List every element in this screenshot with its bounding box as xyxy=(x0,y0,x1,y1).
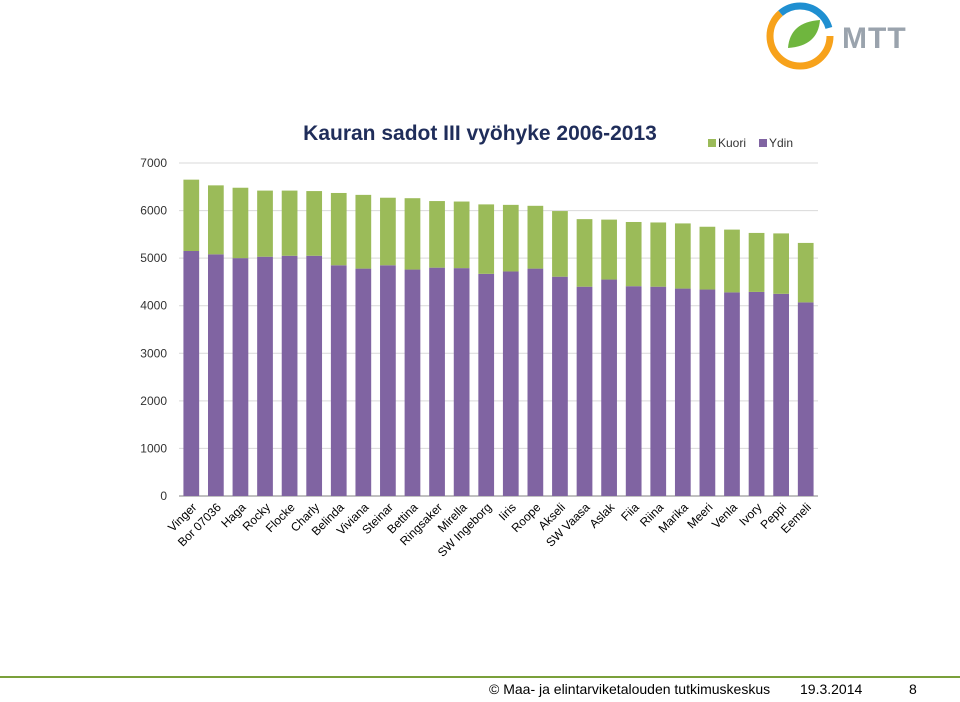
bar-ydin xyxy=(773,293,789,496)
bar-kuori xyxy=(183,179,200,252)
bar-ydin xyxy=(502,271,519,496)
bar-kuori xyxy=(208,185,224,255)
bar-kuori xyxy=(281,190,298,256)
bar-kuori xyxy=(552,211,568,277)
x-tick-label: Meeri xyxy=(684,500,715,531)
bar-ydin xyxy=(478,273,495,496)
bar-ydin xyxy=(257,256,273,496)
bar-kuori xyxy=(773,233,789,294)
bar-kuori xyxy=(502,204,519,272)
bar-kuori xyxy=(380,197,396,266)
bar-ydin xyxy=(232,258,249,496)
bar-ydin xyxy=(601,279,617,496)
bar-ydin xyxy=(306,255,323,496)
logo-ring-icon xyxy=(766,2,834,70)
footer-page-number: 8 xyxy=(909,681,917,697)
bar-kuori xyxy=(404,198,421,270)
bar-kuori xyxy=(330,192,347,266)
y-tick-label: 0 xyxy=(160,489,167,503)
bar-kuori xyxy=(650,222,667,287)
bar-ydin xyxy=(748,291,765,496)
bar-ydin xyxy=(625,286,642,496)
x-tick-label: Aslak xyxy=(587,500,618,531)
bar-ydin xyxy=(404,269,421,496)
bar-ydin xyxy=(281,255,298,496)
bar-ydin xyxy=(552,276,568,496)
bar-kuori xyxy=(453,201,470,269)
footer-copyright: © Maa- ja elintarviketalouden tutkimuske… xyxy=(489,681,771,697)
gridlines xyxy=(179,162,818,497)
bar-ydin xyxy=(183,251,200,496)
footer-date: 19.3.2014 xyxy=(800,681,863,697)
bar-kuori xyxy=(748,232,765,292)
legend-swatch-kuori xyxy=(708,139,716,147)
y-tick-label: 3000 xyxy=(140,346,167,360)
legend-label-ydin: Ydin xyxy=(769,136,793,150)
legend-swatch-ydin xyxy=(759,139,767,147)
bar-ydin xyxy=(380,265,396,496)
bar-ydin xyxy=(699,289,716,496)
logo-leaf-icon xyxy=(788,20,820,48)
bar-kuori xyxy=(797,242,814,303)
bar-ydin xyxy=(355,268,372,496)
footer: © Maa- ja elintarviketalouden tutkimuske… xyxy=(0,676,960,702)
bar-ydin xyxy=(208,254,224,496)
bar-kuori xyxy=(699,226,716,290)
bar-chart: 0 1000 2000 3000 4000 5000 6000 7000 VingerBor … xyxy=(140,122,818,560)
bar-ydin xyxy=(527,268,544,496)
bar-kuori xyxy=(576,219,593,287)
y-tick-label: 5000 xyxy=(140,251,167,265)
bar-kuori xyxy=(478,204,495,274)
y-axis-ticks: 0 1000 2000 3000 4000 5000 6000 7000 xyxy=(140,156,167,503)
y-tick-label: 1000 xyxy=(140,441,167,455)
bars xyxy=(183,179,814,496)
bar-kuori xyxy=(601,219,617,280)
mtt-logo xyxy=(766,2,834,70)
bar-kuori xyxy=(257,190,273,257)
bar-ydin xyxy=(429,267,445,496)
bar-ydin xyxy=(453,268,470,496)
legend-label-kuori: Kuori xyxy=(718,136,746,150)
bar-kuori xyxy=(724,229,740,293)
bar-ydin xyxy=(724,292,740,496)
chart-title: Kauran sadot III vyöhyke 2006-2013 xyxy=(303,122,657,145)
y-tick-label: 6000 xyxy=(140,204,167,218)
bar-kuori xyxy=(527,205,544,269)
bar-ydin xyxy=(674,288,691,496)
bar-kuori xyxy=(429,201,445,268)
x-tick-label: Venla xyxy=(709,500,740,531)
bar-ydin xyxy=(797,302,814,496)
y-tick-label: 2000 xyxy=(140,394,167,408)
bar-kuori xyxy=(674,223,691,289)
bar-kuori xyxy=(625,221,642,287)
bar-ydin xyxy=(576,286,593,496)
legend: Kuori Ydin xyxy=(708,136,793,150)
y-tick-label: 7000 xyxy=(140,156,167,170)
bar-ydin xyxy=(330,265,347,496)
bar-kuori xyxy=(355,194,372,269)
bar-kuori xyxy=(306,191,323,256)
y-tick-label: 4000 xyxy=(140,299,167,313)
footer-divider xyxy=(0,676,960,678)
logo-text: MTT xyxy=(842,22,907,55)
bar-ydin xyxy=(650,286,667,496)
bar-kuori xyxy=(232,187,249,259)
